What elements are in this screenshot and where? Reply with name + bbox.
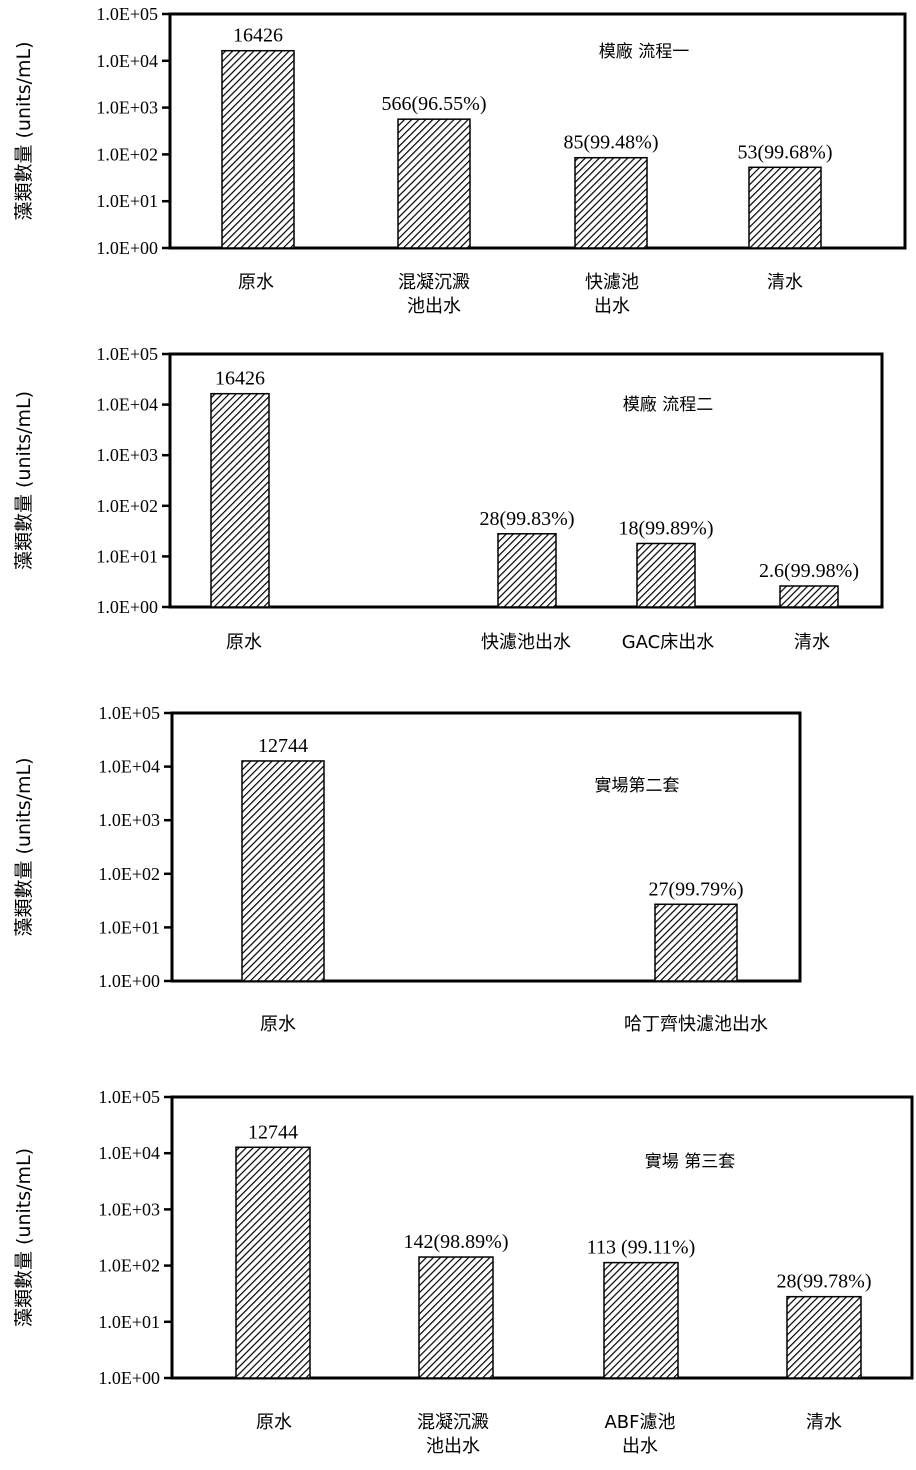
data-label: 18(99.89%)	[619, 517, 714, 539]
plot-frame	[168, 12, 907, 250]
category-label: 清水	[794, 632, 830, 653]
y-tick-label: 1.0E+00	[96, 238, 158, 258]
data-label: 27(99.79%)	[649, 878, 744, 900]
category-label: 原水	[256, 1412, 292, 1433]
category-label: 原水	[260, 1014, 296, 1035]
data-label: 12744	[258, 735, 308, 757]
y-tick-label: 1.0E+03	[98, 810, 160, 830]
y-tick-label: 1.0E+05	[96, 4, 158, 24]
y-tick-label: 1.0E+04	[96, 51, 158, 71]
bar	[748, 166, 822, 249]
bar	[603, 1261, 679, 1379]
category-label: 混凝沉澱池出水	[398, 272, 470, 317]
category-label: 原水	[226, 632, 262, 653]
data-label: 2.6(99.98%)	[759, 560, 859, 582]
category-label: 哈丁齊快濾池出水	[624, 1014, 768, 1035]
y-tick-label: 1.0E+05	[96, 344, 158, 364]
category-label: 清水	[806, 1412, 842, 1433]
bar	[418, 1256, 494, 1379]
y-tick-label: 1.0E+01	[96, 546, 158, 566]
y-tick-label: 1.0E+00	[98, 1368, 160, 1388]
y-axis-label: 藻類數量 (units/mL)	[13, 391, 35, 570]
bar	[241, 760, 325, 982]
bar	[497, 533, 557, 608]
y-axis-label: 藻類數量 (units/mL)	[13, 41, 35, 220]
y-tick-label: 1.0E+01	[98, 1312, 160, 1332]
category-label: 混凝沉澱池出水	[417, 1412, 489, 1457]
data-label: 566(96.55%)	[382, 93, 487, 115]
bar	[221, 49, 295, 249]
panel-title: 模廠 流程一	[599, 41, 689, 62]
data-label: 12744	[248, 1121, 298, 1143]
y-tick-label: 1.0E+03	[96, 445, 158, 465]
data-label: 85(99.48%)	[564, 132, 659, 154]
y-tick-label: 1.0E+00	[96, 597, 158, 617]
bar	[397, 118, 471, 249]
chart-panel-4: 1.0E+00 1.0E+01 1.0E+02 1.0E+03 1.0E+04 1.0E+…	[13, 1087, 914, 1457]
y-tick-label: 1.0E+01	[98, 917, 160, 937]
category-label: 快濾池出水	[585, 272, 639, 317]
y-tick-label: 1.0E+02	[96, 496, 158, 516]
bar	[574, 156, 648, 249]
y-axis-label: 藻類數量 (units/mL)	[13, 1148, 35, 1327]
y-tick-label: 1.0E+03	[98, 1199, 160, 1219]
panel-title: 實場 第三套	[645, 1152, 735, 1172]
data-label: 113 (99.11%)	[587, 1237, 696, 1259]
bar	[786, 1295, 862, 1379]
data-label: 53(99.68%)	[738, 141, 833, 163]
plot-frame	[170, 1095, 914, 1380]
y-axis-label: 藻類數量 (units/mL)	[13, 757, 35, 936]
y-tick-label: 1.0E+03	[96, 98, 158, 118]
bar	[636, 542, 696, 608]
y-tick-label: 1.0E+04	[98, 757, 160, 777]
y-tick-label: 1.0E+04	[98, 1143, 160, 1163]
y-tick-label: 1.0E+00	[98, 971, 160, 991]
panel-title: 模廠 流程二	[623, 394, 713, 415]
bar	[210, 392, 270, 608]
panel-title: 實場第二套	[595, 776, 680, 796]
chart-panel-2: 1.0E+00 1.0E+01 1.0E+02 1.0E+03 1.0E+04 1.0E+…	[13, 344, 884, 653]
chart-panel-3: 1.0E+00 1.0E+01 1.0E+02 1.0E+03 1.0E+04 1.0E+…	[13, 703, 802, 1035]
data-label: 16426	[215, 368, 265, 390]
y-tick-label: 1.0E+05	[98, 1087, 160, 1107]
y-tick-label: 1.0E+05	[98, 703, 160, 723]
bar	[654, 903, 738, 982]
y-tick-label: 1.0E+02	[98, 1256, 160, 1276]
category-label: ABF濾池出水	[604, 1412, 675, 1457]
data-label: 28(99.78%)	[777, 1271, 872, 1293]
category-label: GAC床出水	[622, 632, 715, 653]
data-label: 142(98.89%)	[404, 1231, 509, 1253]
plot-frame	[170, 711, 802, 983]
y-tick-label: 1.0E+02	[98, 864, 160, 884]
category-label: 快濾池出水	[481, 632, 571, 653]
y-tick-label: 1.0E+02	[96, 144, 158, 164]
data-label: 16426	[233, 25, 283, 47]
category-label: 原水	[238, 272, 274, 293]
y-tick-label: 1.0E+01	[96, 191, 158, 211]
chart-panel-1: 1.0E+00 1.0E+01 1.0E+02 1.0E+03 1.0E+04 1.0E+…	[13, 4, 907, 317]
category-label: 清水	[767, 272, 803, 293]
bar	[235, 1146, 311, 1379]
bar	[779, 585, 839, 608]
y-tick-label: 1.0E+04	[96, 395, 158, 415]
data-label: 28(99.83%)	[480, 508, 575, 530]
